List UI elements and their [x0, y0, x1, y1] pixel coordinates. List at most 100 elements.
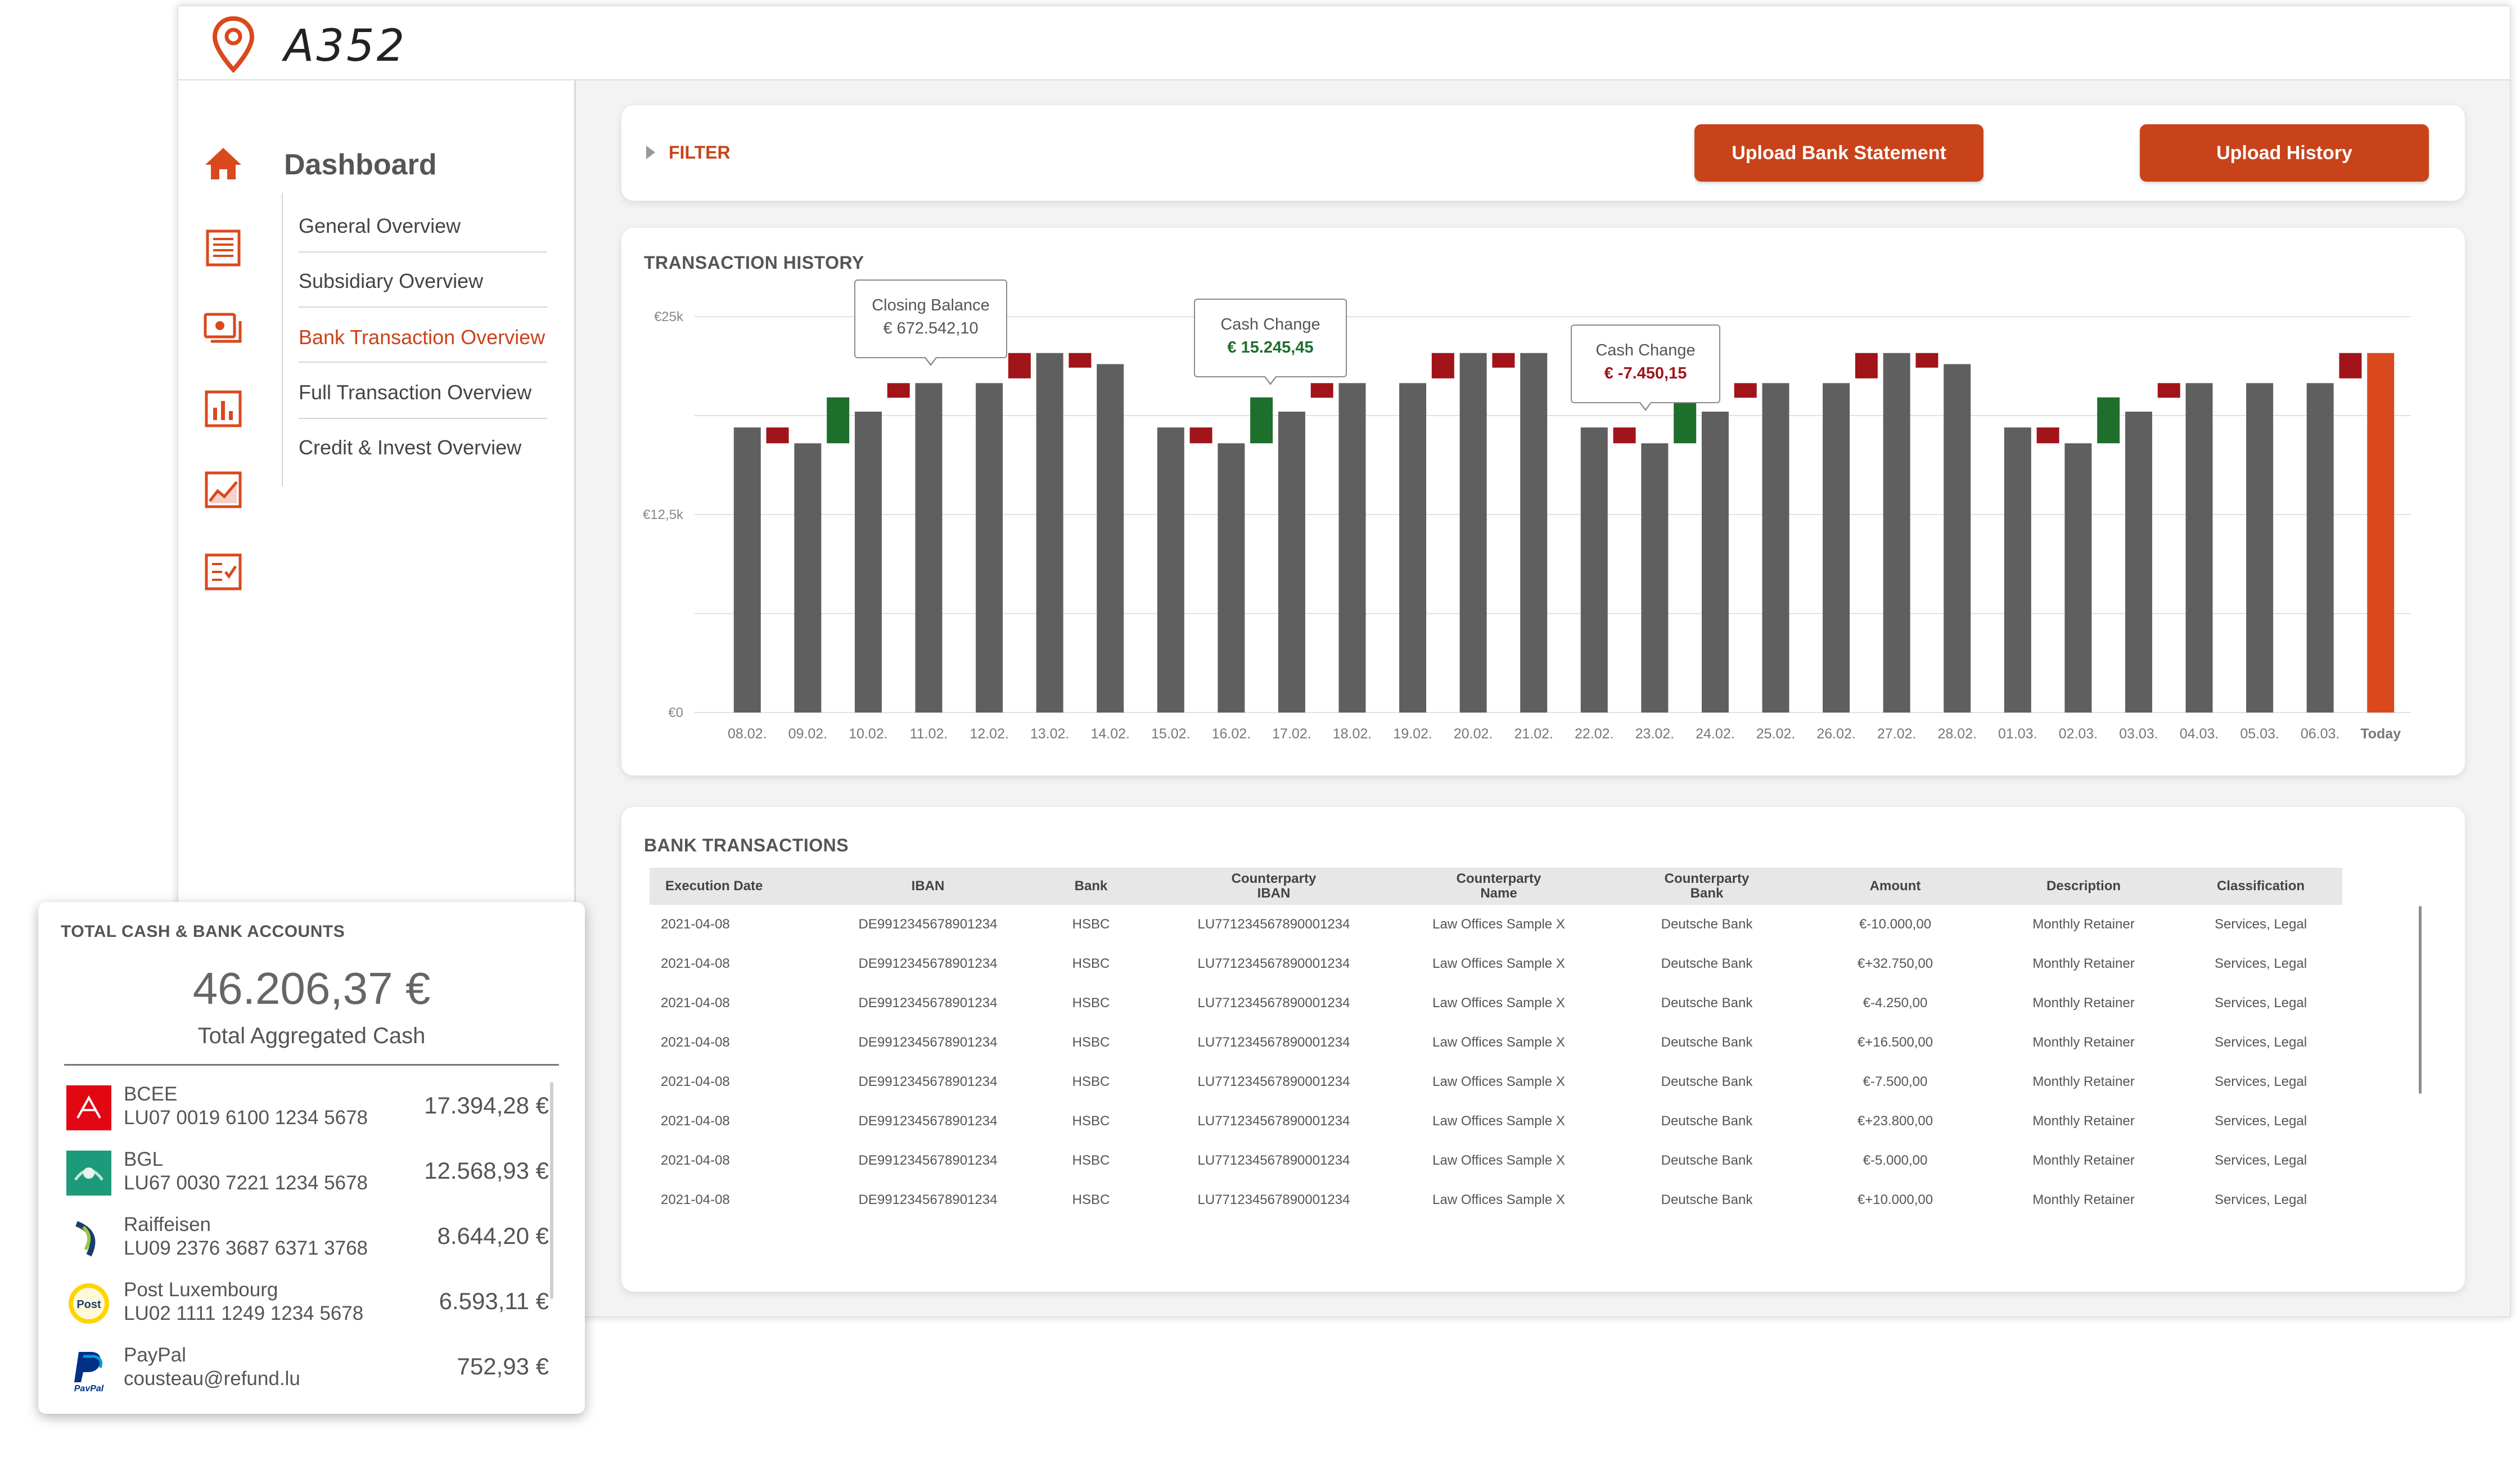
menu-subsidiary-overview[interactable]: Subsidiary Overview [299, 269, 484, 292]
balance-bar [976, 383, 1003, 713]
menu-separator [299, 362, 547, 363]
execution-date-cell: 2021-04-08 [661, 1074, 730, 1089]
table-row[interactable]: 2021-04-08 DE9912345678901234 HSBC LU771234… [650, 944, 2342, 984]
cash-decrease-marker [1431, 353, 1454, 378]
col-iban[interactable]: IBAN [835, 868, 1021, 905]
balance-bar [1459, 353, 1487, 713]
home-icon[interactable] [203, 142, 244, 183]
col-amount[interactable]: Amount [1802, 868, 1988, 905]
filter-toggle[interactable]: FILTER [644, 141, 731, 164]
x-tick-label: 26.02. [1816, 726, 1856, 742]
execution-date-cell: 2021-04-08 [661, 995, 730, 1011]
cash-decrease-marker [887, 383, 910, 398]
bar-chart-icon[interactable] [203, 389, 244, 429]
classification-cell: Services, Legal [2214, 917, 2307, 932]
counterparty-bank-cell: Deutsche Bank [1661, 956, 1753, 971]
x-tick-label: 15.02. [1151, 726, 1191, 742]
tooltip-label: Cash Change [1595, 341, 1696, 359]
account-row[interactable]: Post Post Luxembourg LU02 1111 1249 1234 5… [65, 1270, 549, 1334]
table-row[interactable]: 2021-04-08 DE9912345678901234 HSBC LU771234… [650, 984, 2342, 1023]
amount-cell: €-5.000,00 [1863, 1153, 1928, 1168]
col-execution-date[interactable]: Execution Date [650, 868, 835, 905]
balance-bar [1701, 411, 1729, 713]
cash-increase-marker [1674, 397, 1697, 444]
transaction-history-title: TRANSACTION HISTORY [644, 252, 864, 273]
iban-cell: DE9912345678901234 [858, 956, 998, 971]
account-row[interactable]: PayPal PayPal cousteau@refund.lu 752,93 € [65, 1335, 549, 1399]
account-row[interactable]: Raiffeisen LU09 2376 3687 6371 3768 8.644,… [65, 1205, 549, 1269]
x-tick-label: 10.02. [849, 726, 888, 742]
x-tick-label: 01.03. [1998, 726, 2037, 742]
account-row[interactable]: BCEE LU07 0019 6100 1234 5678 17.394,28 € [65, 1074, 549, 1138]
iban-cell: DE9912345678901234 [858, 1192, 998, 1207]
account-row[interactable]: BGL LU67 0030 7221 1234 5678 12.568,93 € [65, 1139, 549, 1203]
table-row[interactable]: 2021-04-08 DE9912345678901234 HSBC LU771234… [650, 1062, 2342, 1102]
menu-bank-transaction-overview[interactable]: Bank Transaction Overview [299, 326, 546, 349]
cash-increase-marker [827, 397, 850, 444]
total-cash-amount: 46.206,37 € [192, 963, 431, 1013]
raiffeisen-logo [66, 1216, 111, 1261]
document-list-icon[interactable] [203, 228, 244, 268]
col-classification[interactable]: Classification [2179, 868, 2342, 905]
col-counterparty-name[interactable]: Counterparty Name [1386, 868, 1611, 905]
x-tick-label: 03.03. [2119, 726, 2158, 742]
checklist-icon[interactable] [203, 552, 244, 592]
upload-bank-statement-button[interactable]: Upload Bank Statement [1694, 124, 1983, 182]
table-row[interactable]: 2021-04-08 DE9912345678901234 HSBC LU771234… [650, 1023, 2342, 1062]
upload-history-button[interactable]: Upload History [2140, 124, 2429, 182]
table-row[interactable]: 2021-04-08 DE9912345678901234 HSBC LU771234… [650, 1180, 2342, 1220]
transaction-history-card: TRANSACTION HISTORY €0 €12,5k €25k 08.02. 09… [621, 228, 2465, 775]
x-tick-label: 02.03. [2059, 726, 2098, 742]
account-iban: LU67 0030 7221 1234 5678 [124, 1172, 368, 1194]
cash-decrease-marker [2036, 427, 2059, 444]
counterparty-name-cell: Law Offices Sample X [1432, 1074, 1565, 1089]
classification-cell: Services, Legal [2214, 1113, 2307, 1129]
balance-bar [1097, 364, 1124, 713]
col-counterparty-iban[interactable]: Counterparty IBAN [1161, 868, 1386, 905]
total-cash-card: TOTAL CASH & BANK ACCOUNTS 46.206,37 € T… [38, 902, 585, 1414]
line-chart-icon[interactable] [203, 470, 244, 510]
bank-cell: HSBC [1072, 995, 1110, 1011]
cash-increase-marker [2097, 397, 2120, 444]
menu-general-overview[interactable]: General Overview [299, 214, 461, 237]
counterparty-bank-cell: Deutsche Bank [1661, 1035, 1753, 1050]
x-tick-label: 24.02. [1696, 726, 1735, 742]
menu-full-transaction-overview[interactable]: Full Transaction Overview [299, 381, 532, 404]
svg-text:PayPal: PayPal [74, 1384, 104, 1391]
amount-cell: €-4.250,00 [1863, 995, 1928, 1011]
balance-bar [1944, 364, 1971, 713]
description-cell: Monthly Retainer [2032, 995, 2135, 1011]
counterparty-bank-cell: Deutsche Bank [1661, 1113, 1753, 1129]
menu-credit-invest-overview[interactable]: Credit & Invest Overview [299, 436, 522, 459]
counterparty-name-cell: Law Offices Sample X [1432, 1192, 1565, 1207]
col-description[interactable]: Description [1988, 868, 2179, 905]
sidebar-section-title[interactable]: Dashboard [284, 148, 437, 181]
cash-decrease-marker [1008, 353, 1031, 378]
description-cell: Monthly Retainer [2032, 956, 2135, 971]
table-header-row: Execution Date IBAN Bank Counterparty IBA… [650, 868, 2342, 905]
table-scrollbar[interactable] [2419, 906, 2422, 1094]
bank-transaction-icon[interactable] [203, 309, 244, 349]
table-row[interactable]: 2021-04-08 DE9912345678901234 HSBC LU771234… [650, 1141, 2342, 1180]
balance-bar [1157, 427, 1184, 713]
table-row[interactable]: 2021-04-08 DE9912345678901234 HSBC LU771234… [650, 905, 2342, 944]
cash-decrease-marker [1189, 427, 1212, 444]
counterparty-name-cell: Law Offices Sample X [1432, 1113, 1565, 1129]
iban-cell: DE9912345678901234 [858, 1113, 998, 1129]
table-row[interactable]: 2021-04-08 DE9912345678901234 HSBC LU771234… [650, 1102, 2342, 1141]
account-iban: cousteau@refund.lu [124, 1368, 300, 1390]
x-tick-label: 16.02. [1212, 726, 1251, 742]
location-pin-logo-icon[interactable] [211, 15, 256, 74]
col-bank[interactable]: Bank [1021, 868, 1161, 905]
bcee-logo [66, 1085, 111, 1130]
classification-cell: Services, Legal [2214, 956, 2307, 971]
col-counterparty-bank[interactable]: Counterparty Bank [1611, 868, 1802, 905]
balance-bar [1823, 383, 1850, 713]
bank-transactions-title: BANK TRANSACTIONS [644, 835, 849, 855]
cash-change-positive-tooltip: Cash Change € 15.245,45 [1194, 299, 1347, 385]
counterparty-bank-cell: Deutsche Bank [1661, 1192, 1753, 1207]
classification-cell: Services, Legal [2214, 1074, 2307, 1089]
account-list-scrollbar[interactable] [550, 1082, 553, 1299]
account-name: Raiffeisen [124, 1214, 211, 1235]
x-tick-label: 13.02. [1030, 726, 1070, 742]
